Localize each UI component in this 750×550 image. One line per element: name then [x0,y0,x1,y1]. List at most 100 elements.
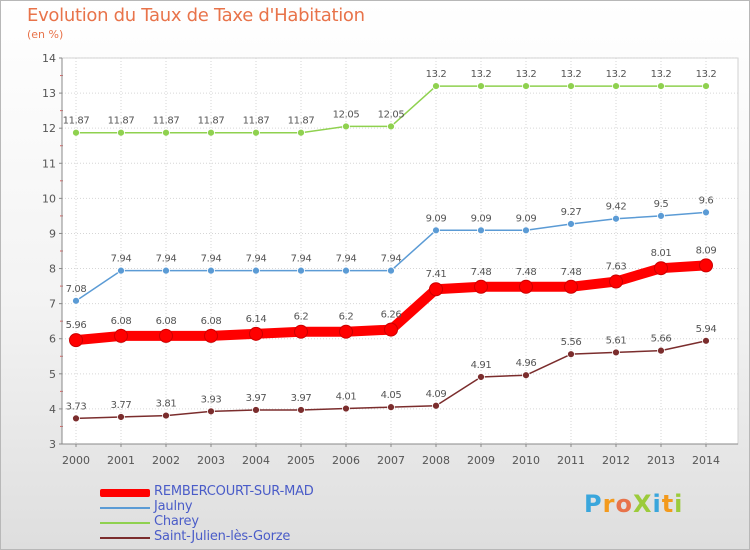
data-point [432,401,440,410]
y-tick-label: 11 [42,157,56,170]
data-point [252,406,260,414]
x-tick-label: 2003 [197,454,225,467]
data-point [657,346,665,355]
data-label: 5.61 [606,335,627,346]
data-point [522,82,530,90]
data-label: 3.93 [201,394,222,405]
brand-letter: X [632,490,653,518]
data-label: 4.09 [426,389,447,400]
data-point [567,220,575,228]
data-point [387,122,395,131]
data-label: 13.2 [426,69,447,80]
data-label: 5.96 [66,320,87,331]
y-tick-label: 4 [49,403,56,416]
data-point [114,328,128,343]
brand-logo: ProXiti [584,490,683,518]
x-tick-label: 2014 [692,454,720,467]
data-point [342,122,350,131]
data-point [207,128,215,137]
data-label: 6.08 [111,316,132,327]
data-label: 7.94 [291,254,312,265]
data-point [474,279,488,294]
data-point [252,266,260,275]
data-label: 7.48 [561,267,582,278]
y-tick-label: 6 [49,333,56,346]
data-label: 7.94 [201,254,222,265]
data-point [522,371,530,380]
data-label: 6.2 [294,312,309,323]
data-point [207,266,215,275]
brand-letter: o [615,490,633,518]
data-label: 13.2 [696,69,717,80]
data-point [429,282,443,297]
data-label: 3.97 [246,393,267,404]
data-point [387,403,395,412]
data-point [117,413,125,421]
data-point [69,333,83,348]
data-point [342,266,350,275]
data-label: 6.2 [339,312,354,323]
data-label: 3.97 [291,393,312,404]
data-label: 7.94 [336,254,357,265]
y-tick-label: 5 [49,368,56,381]
legend-label: Saint-Julien-lès-Gorze [154,529,291,544]
data-point [612,82,620,90]
data-label: 11.87 [108,116,135,127]
data-label: 12.05 [333,109,360,120]
data-point [699,258,713,273]
data-label: 3.73 [66,401,87,412]
data-label: 13.2 [651,69,672,80]
data-point [339,324,353,339]
data-label: 9.42 [606,202,627,213]
x-tick-label: 2012 [602,454,630,467]
legend-label: REMBERCOURT-SUR-MAD [154,484,314,499]
data-label: 6.26 [381,310,402,321]
y-tick-label: 10 [42,192,56,205]
brand-letter: i [674,490,684,518]
data-point [567,350,575,359]
data-point [654,261,668,276]
data-label: 7.63 [606,262,627,273]
y-tick-label: 9 [49,227,56,240]
data-point [342,404,350,413]
data-point [612,214,620,223]
data-label: 4.01 [336,392,357,403]
legend-swatch [100,537,150,539]
data-point [564,279,578,294]
data-label: 13.2 [561,69,582,80]
data-point [162,266,170,275]
data-label: 7.08 [66,284,87,295]
data-point [297,406,305,414]
y-tick-label: 8 [49,263,56,276]
data-point [477,82,485,90]
legend-label: Charey [154,514,199,529]
data-label: 3.77 [111,400,132,411]
data-point [522,226,530,235]
x-tick-label: 2004 [242,454,270,467]
data-point [387,266,395,275]
brand-letter: t [661,490,675,518]
data-point [297,128,305,137]
y-tick-label: 14 [42,52,56,65]
legend-swatch [100,522,150,524]
chart-title: Evolution du Taux de Taxe d'Habitation [27,5,365,26]
data-point [162,128,170,137]
data-point [252,128,260,137]
data-point [72,296,80,305]
data-label: 9.09 [471,213,492,224]
data-point [612,348,620,357]
data-label: 5.56 [561,337,582,348]
x-tick-label: 2013 [647,454,675,467]
data-label: 9.6 [699,195,714,206]
x-tick-label: 2006 [332,454,360,467]
brand-letter: P [584,490,603,518]
x-tick-label: 2001 [107,454,135,467]
data-label: 7.48 [516,267,537,278]
data-label: 7.94 [156,254,177,265]
data-point [567,82,575,90]
data-label: 5.94 [696,324,717,335]
data-label: 4.91 [471,360,492,371]
data-point [477,373,485,381]
data-point [72,128,80,137]
